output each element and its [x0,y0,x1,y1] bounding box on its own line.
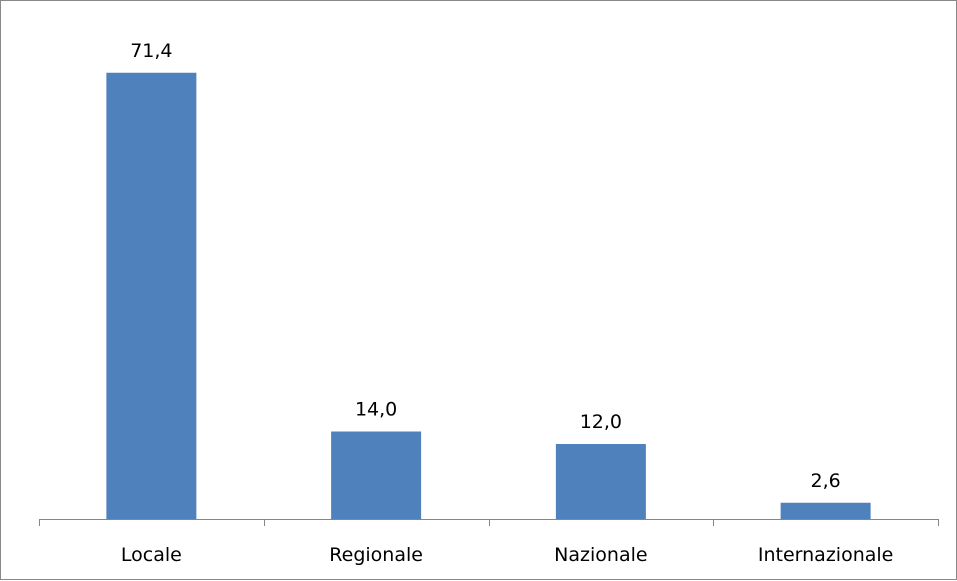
bars-layer [106,72,871,519]
category-label-locale: Locale [121,544,182,566]
category-label-regionale: Regionale [329,544,423,566]
category-label-internazionale: Internazionale [758,544,893,566]
bar-nazionale [555,444,646,519]
data-label-nazionale: 12,0 [580,411,622,433]
data-labels: 71,4 14,0 12,0 2,6 [130,40,841,492]
data-label-locale: 71,4 [130,40,172,62]
category-label-nazionale: Nazionale [554,544,647,566]
bar-internazionale [780,502,871,519]
bar-locale [106,72,197,519]
bar-regionale [331,431,422,519]
data-label-regionale: 14,0 [355,399,397,421]
x-axis-ticks [39,519,939,526]
category-labels: Locale Regionale Nazionale Internazionale [121,544,893,566]
data-label-internazionale: 2,6 [811,470,841,492]
